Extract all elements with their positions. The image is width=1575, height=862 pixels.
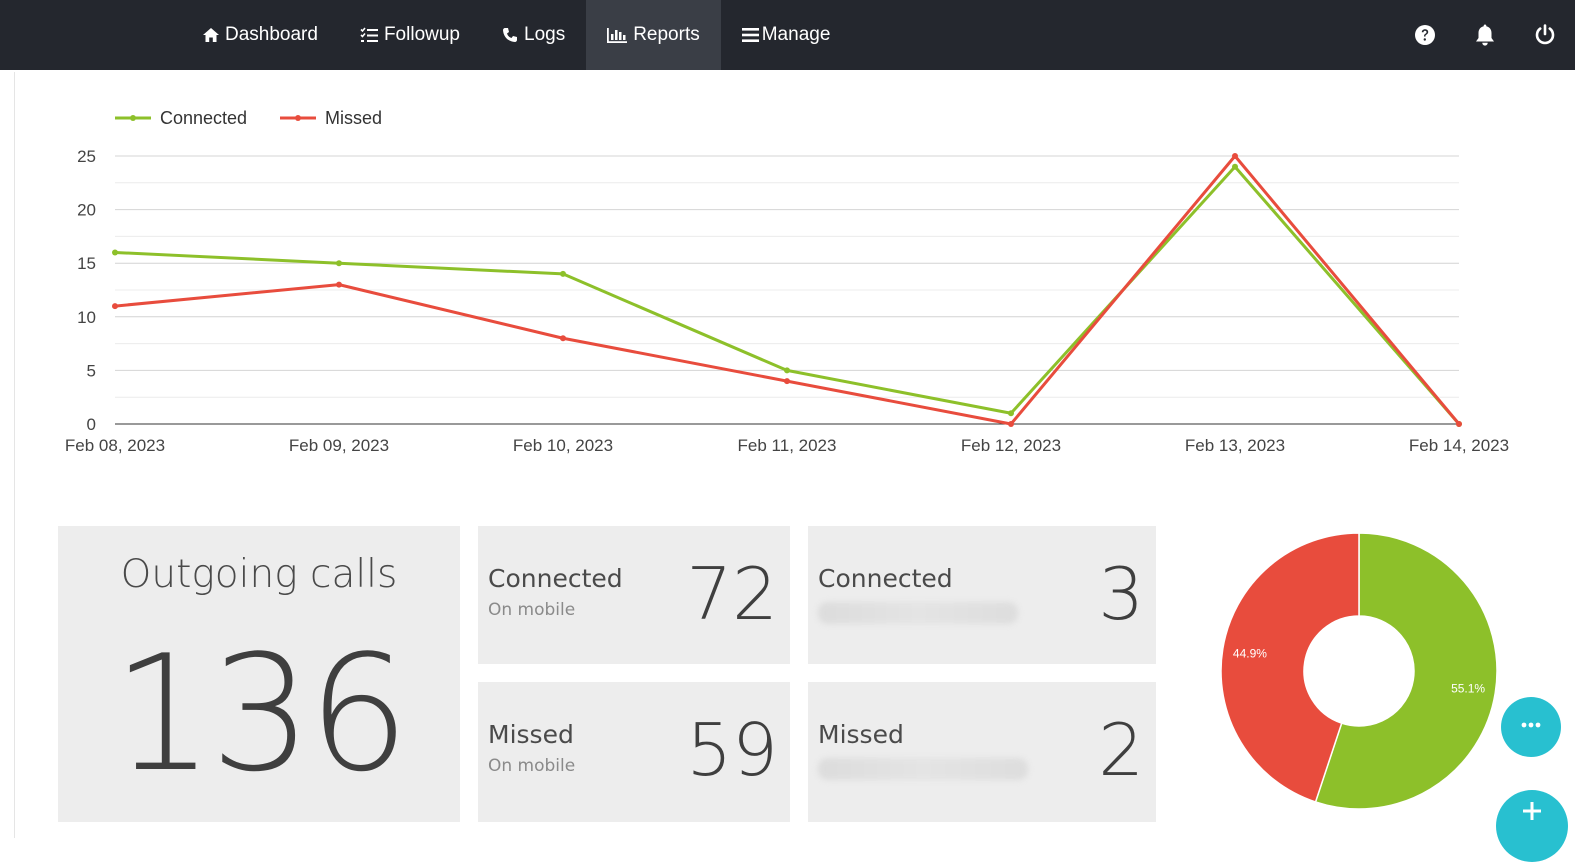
- outgoing-calls-card: Outgoing calls 136: [58, 526, 460, 822]
- card-value: 72: [686, 552, 778, 636]
- nav-right-icons: [1395, 0, 1575, 70]
- line-chart: 0 5 10 15 20 25 Feb 08, 2023 Feb 09, 2023 Feb 10…: [65, 108, 1509, 455]
- card-sub: On mobile: [488, 600, 576, 620]
- outgoing-calls-title: Outgoing calls: [120, 552, 398, 597]
- y-tick-label: 15: [77, 254, 96, 273]
- donut-slice[interactable]: [1220, 532, 1360, 803]
- legend-marker: [295, 115, 301, 121]
- data-point[interactable]: [784, 367, 790, 374]
- card-value: 3: [1098, 552, 1144, 636]
- nav-followup-label: Followup: [383, 24, 460, 45]
- plus-icon: [1521, 800, 1543, 827]
- nav-reports[interactable]: Reports: [586, 0, 721, 70]
- donut-slice[interactable]: [1314, 532, 1498, 810]
- tasks-icon: [360, 27, 378, 43]
- data-point[interactable]: [784, 378, 790, 385]
- bar-chart-icon: [607, 27, 628, 43]
- missed-mobile-card: Missed On mobile 59: [478, 682, 790, 822]
- y-tick-label: 0: [87, 415, 96, 434]
- legend-item-missed[interactable]: Missed: [280, 108, 382, 128]
- data-point[interactable]: [560, 270, 566, 277]
- data-point[interactable]: [336, 281, 342, 288]
- nav-manage[interactable]: Manage: [721, 0, 852, 70]
- donut-slice-label: 55.1%: [1451, 682, 1485, 696]
- help-icon[interactable]: [1395, 0, 1455, 70]
- chat-button[interactable]: [1501, 697, 1561, 757]
- missed-other-card: Missed 2: [808, 682, 1156, 822]
- nav-logs[interactable]: Logs: [481, 0, 586, 70]
- y-tick-label: 25: [77, 147, 96, 166]
- series-line-connected: [114, 165, 1461, 425]
- outgoing-calls-total: 136: [112, 620, 409, 807]
- x-tick-label: Feb 08, 2023: [65, 436, 165, 455]
- x-tick-label: Feb 12, 2023: [961, 436, 1061, 455]
- nav-followup[interactable]: Followup: [339, 0, 481, 70]
- menu-icon: [741, 28, 759, 42]
- power-icon[interactable]: [1515, 0, 1575, 70]
- y-tick-label: 20: [77, 201, 96, 220]
- data-point[interactable]: [1008, 421, 1014, 427]
- data-point[interactable]: [1232, 153, 1238, 159]
- phone-icon: [502, 27, 518, 43]
- connected-mobile-card: Connected On mobile 72: [478, 526, 790, 664]
- nav-manage-label: Manage: [761, 24, 831, 45]
- nav-reports-label: Reports: [633, 24, 700, 45]
- y-tick-label: 10: [77, 308, 96, 327]
- legend-item-connected[interactable]: Connected: [115, 108, 247, 128]
- main-nav: Dashboard Followup Logs Reports Manage: [182, 0, 851, 70]
- card-label: Missed: [488, 720, 574, 749]
- bell-icon[interactable]: [1455, 0, 1515, 70]
- card-sub: On mobile: [488, 756, 576, 776]
- donut-chart: 55.1% 44.9%: [1220, 532, 1498, 810]
- data-point[interactable]: [1456, 421, 1462, 427]
- x-tick-label: Feb 11, 2023: [738, 436, 837, 455]
- data-point[interactable]: [1232, 163, 1238, 170]
- legend-marker: [130, 115, 136, 121]
- redacted-subtext: [818, 758, 1028, 780]
- top-navbar: Dashboard Followup Logs Reports Manage: [0, 0, 1575, 70]
- y-tick-label: 5: [87, 361, 96, 380]
- nav-logs-label: Logs: [524, 24, 566, 45]
- report-content: 0 5 10 15 20 25 Feb 08, 2023 Feb 09, 2023 Feb 10…: [14, 72, 1575, 838]
- redacted-subtext: [818, 602, 1018, 624]
- home-icon: [203, 28, 219, 42]
- nav-dashboard-label: Dashboard: [225, 24, 318, 45]
- card-value: 59: [686, 708, 778, 792]
- connected-other-card: Connected 3: [808, 526, 1156, 664]
- data-point[interactable]: [560, 335, 566, 342]
- card-value: 2: [1098, 708, 1144, 792]
- card-label: Connected: [818, 564, 953, 593]
- data-point[interactable]: [112, 303, 118, 310]
- legend-label: Connected: [160, 108, 247, 128]
- data-point[interactable]: [1008, 410, 1014, 417]
- nav-dashboard[interactable]: Dashboard: [182, 0, 339, 70]
- card-label: Connected: [488, 564, 623, 593]
- card-label: Missed: [818, 720, 904, 749]
- legend-label: Missed: [325, 108, 382, 128]
- chat-icon: [1516, 710, 1546, 745]
- x-tick-label: Feb 14, 2023: [1409, 436, 1509, 455]
- add-button[interactable]: [1496, 790, 1568, 862]
- x-tick-label: Feb 09, 2023: [289, 436, 389, 455]
- x-tick-label: Feb 13, 2023: [1185, 436, 1285, 455]
- x-tick-label: Feb 10, 2023: [513, 436, 613, 455]
- data-point[interactable]: [112, 249, 118, 256]
- data-point[interactable]: [336, 260, 342, 267]
- donut-slice-label: 44.9%: [1233, 646, 1267, 660]
